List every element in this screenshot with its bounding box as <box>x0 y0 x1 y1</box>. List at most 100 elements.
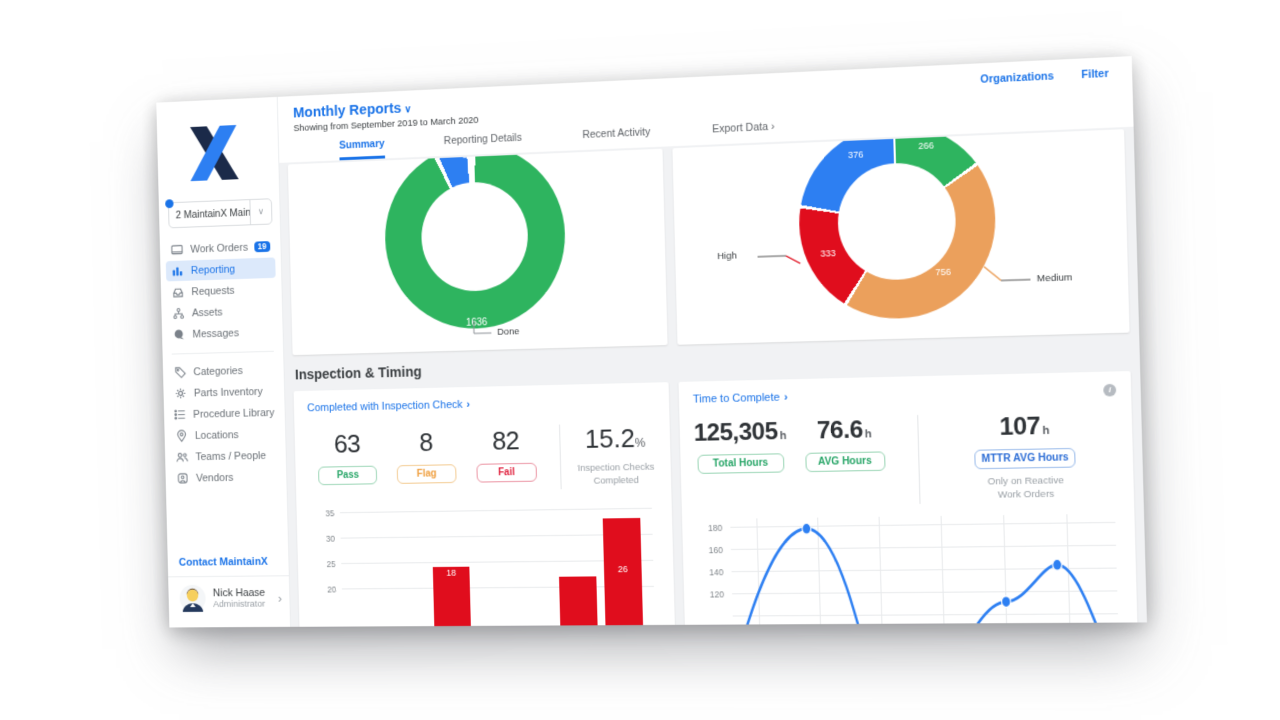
bar-value: 26 <box>617 563 628 574</box>
divider <box>559 424 562 489</box>
sidebar-item-label: Teams / People <box>195 449 267 463</box>
sidebar-item-work-orders[interactable]: Work Orders 19 <box>165 236 275 260</box>
sidebar: 2 MaintainX Main ... ∨ Work Orders 19 Re… <box>156 96 292 628</box>
sidebar-item-label: Locations <box>194 428 239 442</box>
sidebar-item-reporting[interactable]: Reporting <box>165 257 276 282</box>
sidebar-item-vendors[interactable]: Vendors <box>171 466 281 488</box>
slice-label-high: High <box>717 250 738 263</box>
messages-icon <box>172 328 186 342</box>
user-name: Nick Haase <box>212 586 266 599</box>
failed-inspections-bar-chart: 35 30 25 20 18 26 <box>310 501 663 627</box>
organizations-button[interactable]: Organizations <box>980 70 1055 86</box>
avatar <box>179 584 206 612</box>
priority-donut-card: 266 376 333 756 High <box>672 129 1130 345</box>
export-data-link[interactable]: Export Data › <box>712 120 775 136</box>
sidebar-item-messages[interactable]: Messages <box>167 322 277 345</box>
sidebar-item-teams-people[interactable]: Teams / People <box>170 445 280 467</box>
flag-stat: 8 Flag <box>386 427 467 485</box>
pass-stat: 63 Pass <box>308 428 388 486</box>
fail-stat: 82 Fail <box>465 425 547 483</box>
avg-hours-badge: AVG Hours <box>804 451 886 473</box>
sidebar-item-label: Assets <box>191 306 223 319</box>
sidebar-item-label: Procedure Library <box>193 406 275 421</box>
y-tick: 25 <box>326 558 336 569</box>
work-order-priority-donut: 266 376 333 756 High <box>717 129 1073 331</box>
maintainx-logo <box>189 124 239 182</box>
work-orders-icon <box>170 243 184 257</box>
fail-value: 82 <box>491 425 520 456</box>
chevron-right-icon: › <box>770 120 775 133</box>
y-tick: 30 <box>325 533 336 544</box>
user-profile[interactable]: Nick Haase Administrator › <box>168 575 290 618</box>
contact-maintainx-link[interactable]: Contact MaintainX <box>178 556 268 569</box>
sidebar-item-label: Work Orders <box>190 241 249 256</box>
total-hours-badge: Total Hours <box>697 453 785 474</box>
assets-icon <box>172 306 186 320</box>
slice-value-medium: 756 <box>935 266 952 278</box>
work-orders-count-badge: 19 <box>253 240 271 253</box>
list-icon <box>174 408 187 422</box>
people-icon <box>175 450 189 464</box>
sidebar-item-label: Vendors <box>195 471 234 484</box>
fail-badge: Fail <box>476 462 537 483</box>
filter-button[interactable]: Filter <box>1081 67 1109 82</box>
flag-badge: Flag <box>396 464 457 484</box>
slice-value-blue: 376 <box>847 149 864 161</box>
total-hours-stat: 125,305 h Total Hours <box>693 418 787 474</box>
inspection-percent-stat: 15.2% Inspection Checks Completed <box>577 422 655 487</box>
time-to-complete-link[interactable]: Time to Complete › <box>692 391 788 406</box>
vendor-icon <box>176 471 190 485</box>
sidebar-item-parts-inventory[interactable]: Parts Inventory <box>169 381 279 404</box>
spacer <box>166 488 288 552</box>
y-tick: 120 <box>709 588 725 600</box>
divider <box>916 415 921 504</box>
inspection-check-card: Completed with Inspection Check › 63 Pass… <box>293 382 679 627</box>
sidebar-item-label: Messages <box>192 327 240 340</box>
avg-hours-value: 76.6 <box>816 416 864 445</box>
total-hours-value: 125,305 <box>693 417 778 447</box>
status-donut-card: 80 1636 Done <box>287 148 668 356</box>
slice-label-done: Done <box>497 326 520 338</box>
callout-line-high <box>741 250 802 268</box>
sidebar-item-requests[interactable]: Requests <box>166 279 276 303</box>
workspace-selector[interactable]: 2 MaintainX Main ... ∨ <box>165 198 273 229</box>
sidebar-item-label: Reporting <box>190 263 236 277</box>
percent-value: 15.2 <box>584 422 636 454</box>
divider <box>171 350 274 355</box>
completed-inspection-link[interactable]: Completed with Inspection Check › <box>306 398 471 415</box>
y-tick: 20 <box>327 584 337 595</box>
mttr-stat: 107 h MTTR AVG Hours Only on Reactive Work… <box>932 411 1119 504</box>
sidebar-item-assets[interactable]: Assets <box>167 300 277 324</box>
time-to-complete-line-chart: 180 160 140 120 <box>696 513 1125 627</box>
donut-chart <box>796 129 998 322</box>
app-window: 2 MaintainX Main ... ∨ Work Orders 19 Re… <box>156 56 1147 628</box>
donut-chart <box>382 148 568 332</box>
bar-value: 18 <box>446 567 457 578</box>
report-content: 80 1636 Done 266 376 <box>279 126 1147 627</box>
mttr-badge: MTTR AVG Hours <box>974 447 1076 470</box>
chevron-down-icon: ∨ <box>257 206 265 217</box>
flag-value: 8 <box>418 427 433 457</box>
chevron-right-icon: › <box>277 590 283 606</box>
sidebar-item-locations[interactable]: Locations <box>170 424 280 447</box>
mttr-note: Only on Reactive Work Orders <box>987 475 1064 501</box>
pass-value: 63 <box>333 428 361 459</box>
tab-summary[interactable]: Summary <box>339 137 385 161</box>
line-plot-area <box>730 513 1121 627</box>
main-area: Monthly Reports ∨ Showing from September … <box>277 56 1147 627</box>
workspace-name: 2 MaintainX Main ... <box>175 206 250 221</box>
sidebar-item-categories[interactable]: Categories <box>168 359 278 382</box>
y-tick: 180 <box>707 522 723 533</box>
avg-hours-stat: 76.6 h AVG Hours <box>804 416 886 473</box>
mttr-value: 107 <box>999 412 1041 442</box>
sidebar-item-label: Parts Inventory <box>193 385 263 399</box>
slice-label-medium: Medium <box>1036 272 1073 285</box>
info-icon[interactable]: i <box>1103 383 1117 397</box>
pass-badge: Pass <box>318 465 378 486</box>
reporting-icon <box>170 264 184 278</box>
user-info: Nick Haase Administrator <box>213 587 266 610</box>
percent-unit: % <box>634 435 646 450</box>
sidebar-item-procedure-library[interactable]: Procedure Library <box>169 402 279 425</box>
tab-recent-activity[interactable]: Recent Activity <box>582 126 651 142</box>
